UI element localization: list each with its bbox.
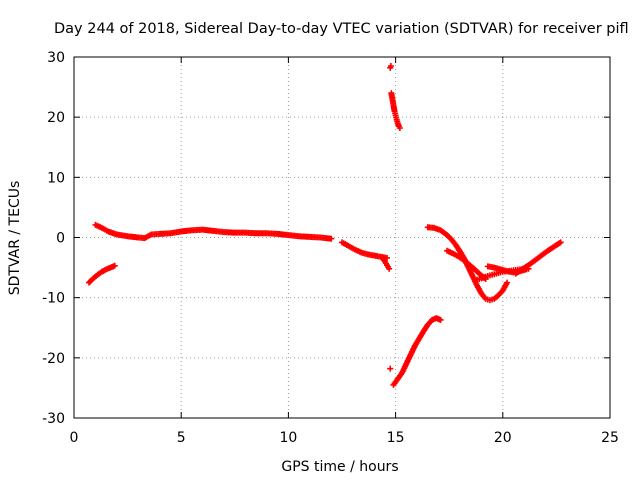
data-points [86, 63, 564, 388]
chart-title: Day 244 of 2018, Sidereal Day-to-day VTE… [54, 21, 629, 37]
grid-lines [74, 57, 610, 418]
x-tick-label: 25 [601, 430, 619, 446]
x-axis-label: GPS time / hours [281, 459, 398, 475]
series-13 [512, 239, 564, 277]
y-tick-label: 20 [47, 110, 65, 126]
data-point [328, 235, 335, 242]
series-1 [86, 262, 118, 286]
y-tick-label: 0 [56, 231, 65, 247]
y-tick-label: 10 [47, 170, 65, 186]
series-7 [387, 365, 394, 372]
data-point [387, 63, 394, 70]
series-9 [424, 224, 511, 304]
x-tick-label: 15 [387, 430, 405, 446]
series-8 [390, 315, 444, 388]
data-point [396, 124, 403, 131]
series-6 [388, 90, 403, 131]
x-tick-label: 5 [177, 430, 186, 446]
data-point [387, 365, 394, 372]
series-2 [92, 221, 335, 242]
data-point [437, 316, 444, 323]
data-point [111, 262, 118, 269]
y-tick-label: -10 [42, 291, 65, 307]
y-axis-label: SDTVAR / TECUs [7, 181, 23, 296]
y-tick-label: -30 [42, 411, 65, 427]
x-tick-label: 20 [494, 430, 512, 446]
data-point [386, 265, 393, 272]
data-point [504, 279, 511, 286]
data-point [557, 239, 564, 246]
y-tick-label: 30 [47, 50, 65, 66]
x-ticks: 0 5 10 15 20 25 [70, 57, 619, 446]
series-4 [379, 255, 393, 272]
x-tick-label: 10 [279, 430, 297, 446]
y-tick-label: -20 [42, 351, 65, 367]
series-3 [339, 239, 391, 261]
series-5 [387, 63, 394, 71]
x-tick-label: 0 [70, 430, 79, 446]
y-ticks: 30 20 10 0 -10 -20 -30 [42, 50, 610, 427]
